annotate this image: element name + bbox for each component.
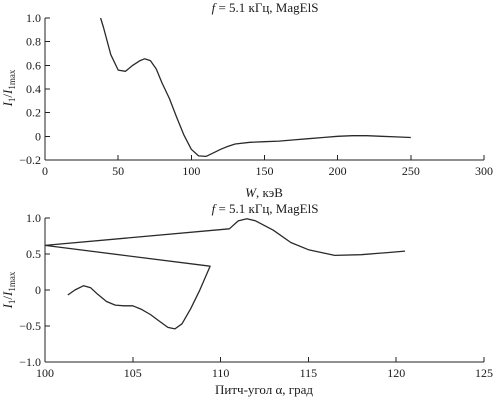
x-tick-label: 120: [387, 366, 405, 380]
chart-panel-pitch-angle: f = 5.1 кГц, MagElS Питч-угол α, град I1…: [0, 201, 493, 397]
y-tick-label: 0.5: [26, 247, 41, 261]
y-tick-label: 0.6: [26, 58, 41, 72]
x-tick-label: 105: [124, 366, 142, 380]
series-line: [99, 17, 411, 158]
y-tick-label: 0.2: [26, 106, 41, 120]
x-tick-label: 0: [42, 164, 48, 178]
y-tick-label: 1.0: [26, 211, 41, 225]
x-axis-label: W, кэВ: [245, 185, 283, 200]
y-tick-label: −0.2: [19, 153, 41, 167]
x-axis-label: Питч-угол α, град: [215, 382, 313, 397]
y-tick-label: 0.8: [26, 35, 41, 49]
y-tick-label: 1.0: [26, 11, 41, 25]
chart-title: f = 5.1 кГц, MagElS: [212, 0, 319, 15]
chart-panel-energy: f = 5.1 кГц, MagElS W, кэВ I1/I1max 0 50 1…: [0, 0, 493, 200]
x-tick-label: 250: [402, 164, 420, 178]
series-line: [44, 218, 406, 330]
x-tick-label: 115: [300, 366, 318, 380]
y-tick-label: 0.4: [26, 82, 41, 96]
x-tick-label: 100: [36, 366, 54, 380]
y-tick-label: 0: [35, 129, 41, 143]
x-tick-label: 125: [475, 366, 493, 380]
y-axis-label: I1/I1max: [0, 271, 17, 309]
chart-title: f = 5.1 кГц, MagElS: [212, 201, 319, 216]
x-tick-label: 110: [212, 366, 230, 380]
x-tick-label: 50: [112, 164, 124, 178]
y-tick-label: 0: [35, 283, 41, 297]
y-tick-label: −0.5: [19, 319, 41, 333]
y-axis-label: I1/I1max: [0, 69, 17, 107]
x-tick-label: 100: [182, 164, 200, 178]
x-tick-label: 200: [329, 164, 347, 178]
x-tick-label: 150: [256, 164, 274, 178]
y-tick-label: −1.0: [19, 355, 41, 369]
x-tick-label: 300: [475, 164, 493, 178]
